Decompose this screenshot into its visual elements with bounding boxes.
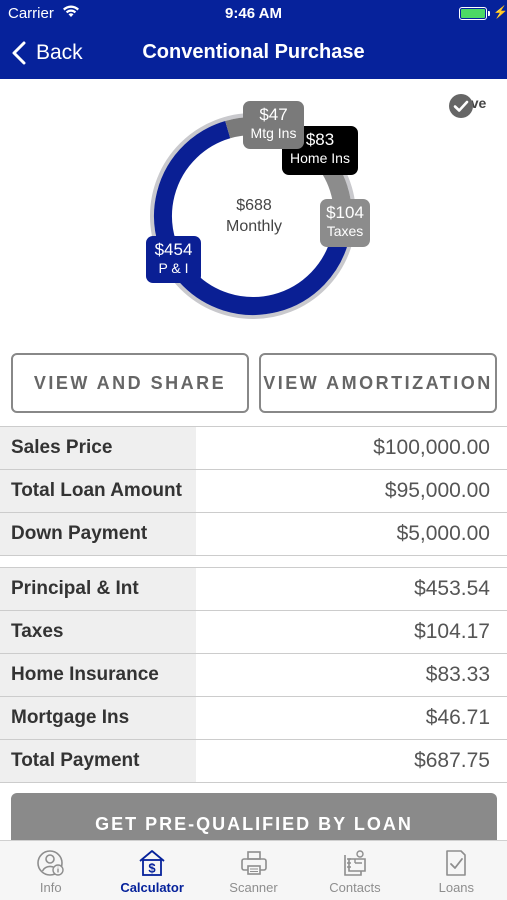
- tab-scanner[interactable]: Scanner: [203, 841, 304, 900]
- down-payment-value: $5,000.00: [396, 522, 490, 545]
- monthly-label: Monthly: [225, 218, 283, 235]
- navigation-bar: Back Conventional Purchase: [0, 28, 507, 79]
- contacts-icon: [344, 850, 366, 876]
- total-payment-value: $687.75: [414, 749, 490, 772]
- total-payment-label: Total Payment: [0, 740, 196, 782]
- battery-icon: [459, 7, 487, 20]
- calculator-dollar-icon: $: [139, 850, 165, 876]
- home-ins-amount: $83: [305, 130, 335, 149]
- mortgage-ins-label: Mortgage Ins: [0, 697, 196, 739]
- sales-price-value: $100,000.00: [373, 436, 490, 459]
- mtg-ins-amount: $47: [259, 105, 288, 124]
- mortgage-ins-value: $46.71: [425, 706, 490, 729]
- tab-info[interactable]: Info: [0, 841, 101, 900]
- mtg-ins-label: Mtg Ins: [250, 125, 297, 141]
- table-row: Total Loan Amount $95,000.00: [0, 470, 507, 513]
- tab-scanner-label: Scanner: [229, 880, 278, 895]
- view-and-share-label: VIEW AND SHARE: [33, 372, 227, 393]
- tab-contacts-label: Contacts: [329, 880, 381, 895]
- table-spacer: [0, 556, 507, 568]
- view-amortization-label: VIEW AMORTIZATION: [263, 372, 493, 393]
- home-insurance-value: $83.33: [425, 663, 490, 686]
- pi-amount: $454: [154, 240, 193, 259]
- tab-info-label: Info: [39, 880, 62, 895]
- tab-calculator-label: Calculator: [120, 880, 184, 895]
- loans-document-icon: [446, 850, 467, 876]
- chevron-left-icon: [12, 41, 26, 65]
- checkmark-circle-icon: [449, 94, 473, 118]
- wifi-icon: [63, 5, 79, 17]
- get-pre-qualified-label: GET PRE-QUALIFIED BY LOAN: [95, 814, 413, 834]
- taxes-label: Taxes: [326, 223, 364, 239]
- save-button[interactable]: Save: [448, 93, 492, 118]
- carrier-label: Carrier: [8, 5, 54, 22]
- charging-bolt-icon: ⚡: [493, 5, 507, 19]
- loan-summary-table: Sales Price $100,000.00 Total Loan Amoun…: [0, 426, 507, 783]
- view-and-share-button[interactable]: VIEW AND SHARE: [11, 353, 249, 413]
- taxes-amount: $104: [326, 203, 364, 222]
- table-row: Sales Price $100,000.00: [0, 427, 507, 470]
- taxes-label-box[interactable]: $104 Taxes: [320, 199, 370, 247]
- principal-int-value: $453.54: [414, 577, 490, 600]
- table-row: Total Payment $687.75: [0, 740, 507, 783]
- pi-label-box[interactable]: $454 P & I: [146, 236, 201, 283]
- mtg-ins-label-box[interactable]: $47 Mtg Ins: [243, 101, 304, 149]
- info-person-icon: [36, 850, 64, 876]
- principal-int-label: Principal & Int: [0, 568, 196, 610]
- total-loan-amount-value: $95,000.00: [384, 479, 490, 502]
- view-amortization-button[interactable]: VIEW AMORTIZATION: [259, 353, 497, 413]
- table-row: Taxes $104.17: [0, 611, 507, 654]
- table-row: Down Payment $5,000.00: [0, 513, 507, 556]
- back-button[interactable]: Back: [12, 38, 83, 68]
- tab-loans[interactable]: Loans: [406, 841, 507, 900]
- pi-label: P & I: [158, 260, 189, 276]
- total-loan-amount-label: Total Loan Amount: [0, 470, 196, 512]
- status-bar: Carrier 9:46 AM ⚡: [0, 0, 507, 28]
- home-ins-label: Home Ins: [290, 150, 350, 166]
- back-label: Back: [36, 41, 83, 64]
- payment-donut-chart: $688 Monthly $454 P & I $104 Taxes $83 H…: [0, 79, 507, 344]
- tab-bar: Info $ Calculator Scanner Contacts: [0, 840, 507, 900]
- table-row: Mortgage Ins $46.71: [0, 697, 507, 740]
- printer-icon: [240, 851, 267, 875]
- donut-center: $688 Monthly: [204, 195, 304, 237]
- tab-loans-label: Loans: [438, 880, 475, 895]
- tab-calculator[interactable]: $ Calculator: [101, 841, 202, 900]
- down-payment-label: Down Payment: [0, 513, 196, 555]
- svg-text:$: $: [148, 861, 156, 876]
- taxes-row-label: Taxes: [0, 611, 196, 653]
- tab-contacts[interactable]: Contacts: [304, 841, 405, 900]
- battery-tip: [488, 11, 490, 16]
- home-insurance-label: Home Insurance: [0, 654, 196, 696]
- monthly-total-amount: $688: [236, 197, 272, 214]
- sales-price-label: Sales Price: [0, 427, 196, 469]
- table-row: Principal & Int $453.54: [0, 568, 507, 611]
- table-row: Home Insurance $83.33: [0, 654, 507, 697]
- taxes-row-value: $104.17: [414, 620, 490, 643]
